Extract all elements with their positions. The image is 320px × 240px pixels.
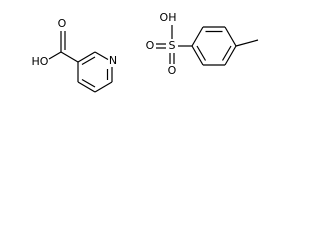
bond [94,81,113,93]
atom-label: OH [160,11,177,24]
bond [94,51,109,61]
atom-label: HO [32,55,49,68]
bond [48,51,62,60]
toluenesulfonic-acid: OH S O O [146,11,259,77]
nicotinic-acid: O HO N [32,17,117,93]
bond [60,51,79,63]
atom-label: S [169,39,176,52]
bond [235,39,259,47]
bond [221,45,232,61]
page: O HO N OH S O O (() => { const data = JS… [0,0,320,117]
bond [224,26,237,47]
bond [196,45,207,61]
atom-label: O [168,64,177,77]
bond [81,56,96,66]
bond [191,26,204,47]
diagram: O HO N OH S O O [32,11,259,93]
bond [77,81,96,93]
bond [224,45,237,66]
atom-label: O [58,17,67,30]
bond [77,51,96,63]
atom-label: N [109,54,117,67]
bond [81,78,96,88]
atom-label: O [146,39,155,52]
bond [191,45,204,66]
